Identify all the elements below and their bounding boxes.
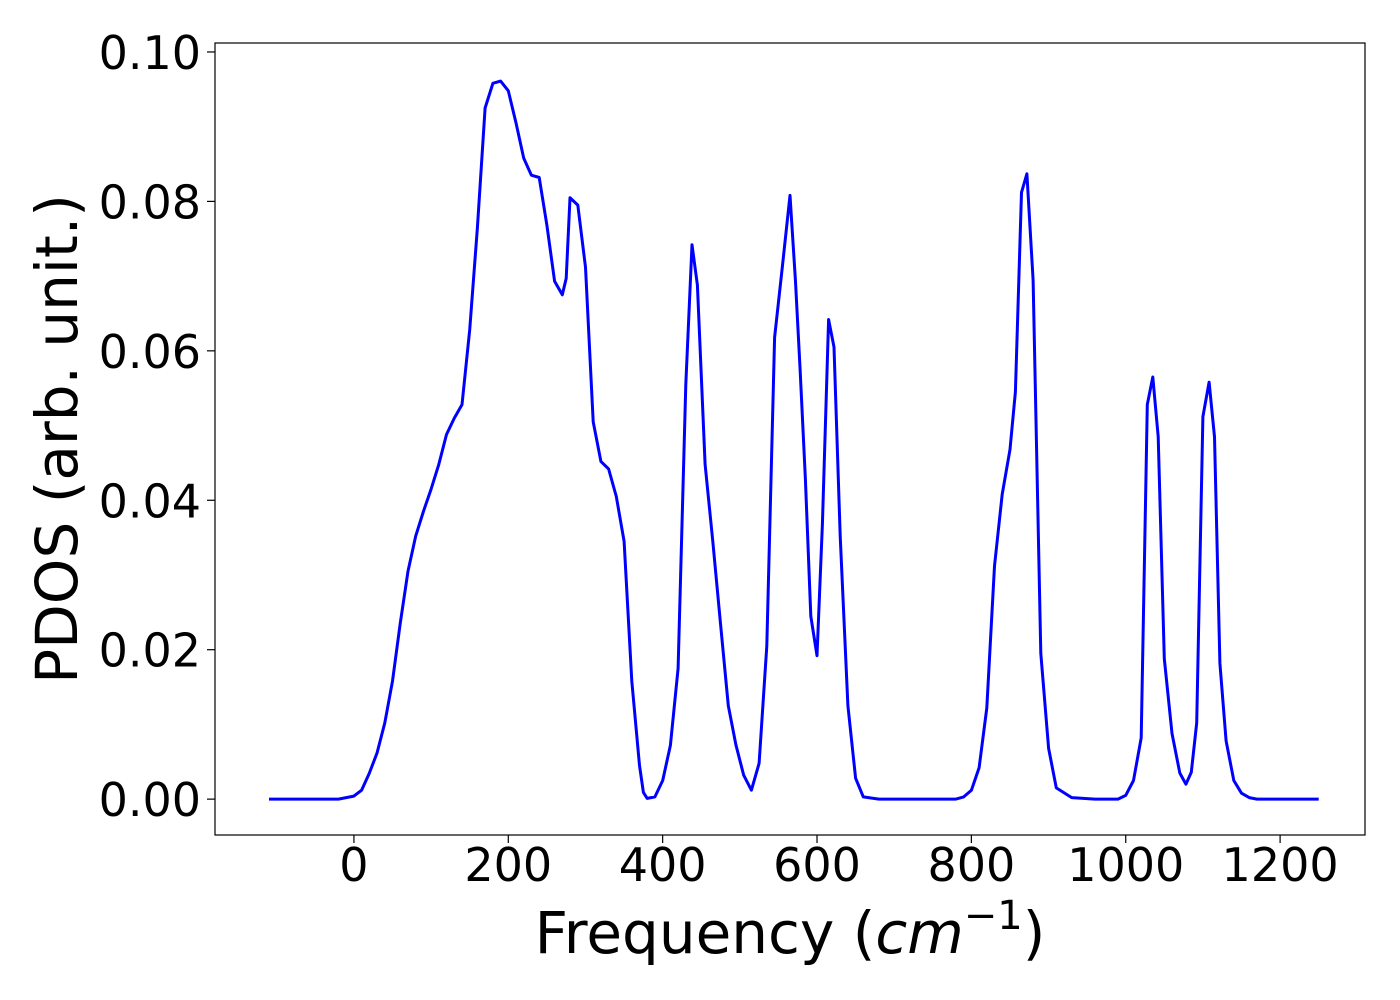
y-tick-label: 0.02 [99, 624, 201, 678]
x-tick-label: 1000 [1067, 838, 1184, 892]
x-tick-label: 200 [464, 838, 552, 892]
plot-frame [214, 42, 1366, 836]
y-tick-label: 0.10 [99, 26, 201, 80]
x-tick-label: 1200 [1222, 838, 1339, 892]
x-axis: 0 200 400 600 800 1000 1200 [339, 835, 1339, 892]
x-tick-label: 600 [773, 838, 861, 892]
x-axis-label: Frequency (cm−1) [535, 893, 1046, 967]
y-tick-label: 0.04 [99, 474, 201, 528]
x-tick-label: 400 [619, 838, 707, 892]
y-axis: 0.00 0.02 0.04 0.06 0.08 0.10 [99, 26, 215, 827]
x-tick-label: 800 [927, 838, 1015, 892]
pdos-series-line [269, 79, 1319, 801]
x-tick-label: 0 [339, 838, 368, 892]
plot-area [215, 43, 1365, 835]
y-tick-label: 0.08 [99, 175, 201, 229]
y-axis-label: PDOS (arb. unit.) [23, 194, 91, 684]
y-tick-label: 0.06 [99, 325, 201, 379]
y-tick-label: 0.00 [99, 773, 201, 827]
